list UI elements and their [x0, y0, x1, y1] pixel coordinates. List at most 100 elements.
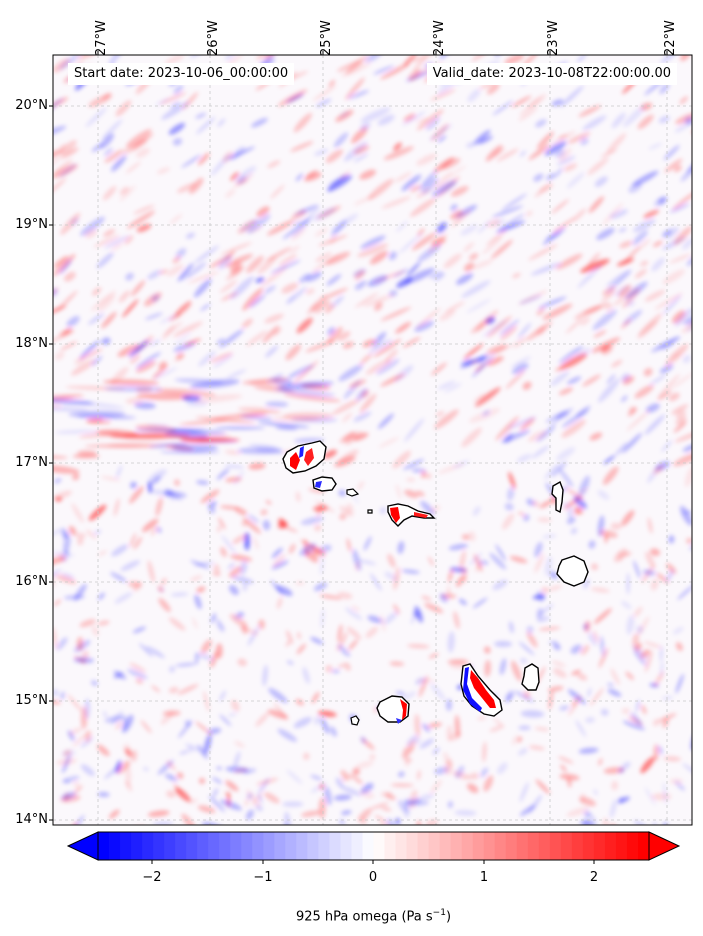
field-blob	[327, 175, 353, 192]
field-blob	[121, 299, 139, 318]
field-blob	[186, 400, 208, 407]
field-blob	[434, 273, 446, 281]
field-blob	[219, 714, 232, 727]
field-blob	[566, 172, 585, 189]
field-blob	[244, 797, 249, 807]
field-blob	[197, 805, 216, 814]
field-blob	[307, 545, 325, 553]
field-blob	[56, 290, 78, 312]
field-blob	[633, 218, 656, 233]
field-blob	[265, 247, 292, 262]
field-blob	[560, 85, 585, 108]
field-blob	[392, 450, 411, 469]
field-blob	[262, 519, 271, 531]
field-blob	[228, 566, 242, 578]
map-background	[53, 55, 692, 825]
field-blob	[402, 458, 425, 470]
field-blob	[216, 468, 230, 480]
field-blob	[164, 321, 183, 336]
field-blob	[193, 394, 243, 403]
colorbar-step	[98, 832, 110, 860]
field-blob	[53, 394, 86, 399]
field-blob	[114, 592, 133, 604]
field-blob	[416, 490, 425, 497]
field-blob	[291, 227, 306, 241]
field-blob	[224, 464, 245, 469]
field-blob	[643, 641, 662, 649]
colorbar-step	[197, 832, 209, 860]
field-blob	[455, 765, 465, 779]
field-blob	[295, 698, 305, 706]
field-blob	[293, 112, 313, 133]
field-blob	[626, 614, 635, 635]
field-blob	[276, 597, 283, 609]
field-blob	[110, 572, 127, 583]
field-blob	[327, 327, 336, 336]
field-blob	[248, 462, 266, 470]
field-blob	[168, 313, 182, 322]
field-blob	[561, 419, 586, 438]
field-blob	[486, 344, 507, 355]
field-blob	[184, 720, 191, 727]
field-blob	[326, 274, 342, 286]
colorbar-step	[637, 832, 650, 860]
lat-label-19n: 19°N	[15, 217, 48, 232]
field-blob	[297, 631, 301, 640]
field-blob	[73, 785, 83, 794]
colorbar-step	[164, 832, 176, 860]
field-blob	[591, 337, 621, 353]
field-blob	[341, 810, 352, 815]
field-blob	[473, 393, 485, 403]
field-blob	[264, 313, 284, 324]
field-blob	[103, 379, 159, 386]
field-blob	[91, 143, 103, 153]
field-blob	[189, 177, 204, 194]
colorbar-step	[153, 832, 165, 860]
field-blob	[331, 669, 340, 674]
field-blob	[240, 218, 260, 232]
field-blob	[53, 125, 67, 138]
field-blob	[313, 582, 328, 592]
field-blob	[367, 178, 394, 200]
field-blob	[518, 725, 531, 731]
field-blob	[373, 338, 402, 358]
field-blob	[353, 411, 372, 422]
field-blob	[91, 355, 103, 366]
field-blob	[501, 193, 528, 211]
field-blob	[493, 718, 505, 728]
field-blob	[389, 290, 398, 297]
colorbar-step	[241, 832, 253, 860]
field-blob	[393, 566, 400, 591]
field-blob	[101, 311, 117, 329]
field-blob	[620, 319, 631, 329]
field-blob	[674, 308, 692, 327]
field-blob	[632, 230, 648, 246]
field-blob	[588, 196, 605, 213]
field-blob	[640, 261, 649, 266]
field-blob	[310, 782, 328, 793]
field-blob	[647, 517, 653, 534]
field-blob	[80, 764, 95, 777]
field-blob	[470, 359, 479, 365]
field-blob	[507, 486, 515, 501]
field-blob	[277, 728, 298, 742]
field-streak	[160, 450, 220, 454]
field-blob	[61, 529, 69, 539]
field-blob	[286, 286, 308, 305]
field-blob	[439, 309, 456, 321]
field-blob	[534, 183, 552, 198]
field-blob	[509, 555, 528, 564]
field-blob	[286, 769, 303, 785]
field-blob	[346, 626, 362, 640]
field-blob	[637, 114, 654, 130]
field-blob	[517, 322, 532, 339]
field-blob	[60, 212, 81, 235]
field-blob	[609, 209, 629, 219]
field-blob	[262, 325, 280, 344]
field-blob	[351, 605, 360, 612]
field-blob	[272, 554, 286, 567]
field-blob	[101, 337, 111, 345]
field-blob	[570, 527, 578, 535]
field-blob	[643, 368, 653, 377]
field-blob	[549, 571, 558, 579]
